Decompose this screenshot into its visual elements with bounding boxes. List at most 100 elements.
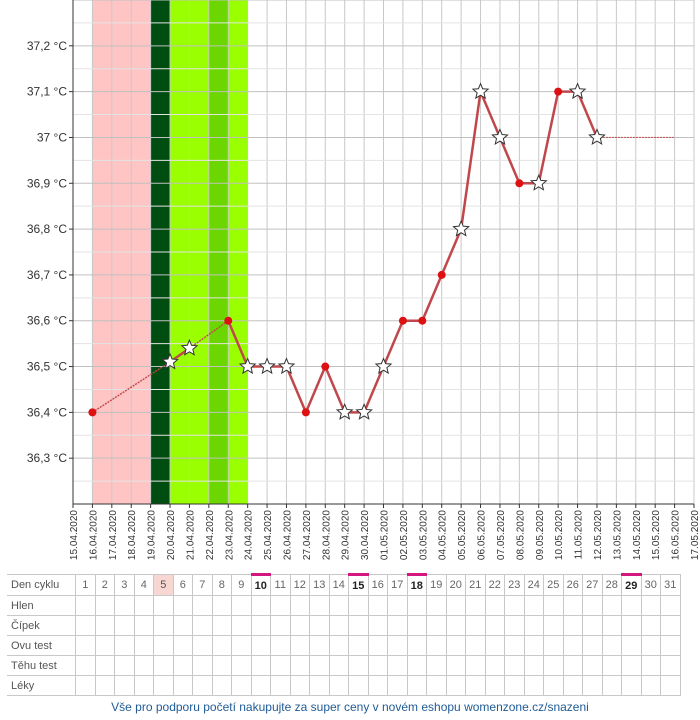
cycle-data-cell[interactable] — [153, 675, 174, 696]
cycle-day-cell[interactable]: 3 — [114, 574, 135, 596]
cycle-day-cell[interactable]: 16 — [367, 574, 388, 596]
cycle-day-cell[interactable]: 9 — [231, 574, 252, 596]
cycle-data-cell[interactable] — [582, 675, 603, 696]
cycle-data-cell[interactable] — [94, 635, 115, 656]
cycle-data-cell[interactable] — [211, 595, 232, 616]
cycle-data-cell[interactable] — [231, 595, 252, 616]
cycle-data-cell[interactable] — [601, 655, 622, 676]
cycle-data-cell[interactable] — [94, 675, 115, 696]
cycle-day-cell[interactable]: 12 — [289, 574, 310, 596]
cycle-data-cell[interactable] — [406, 595, 427, 616]
cycle-day-cell[interactable]: 21 — [465, 574, 486, 596]
cycle-data-cell[interactable] — [250, 615, 271, 636]
cycle-data-cell[interactable] — [231, 675, 252, 696]
cycle-data-cell[interactable] — [621, 635, 642, 656]
cycle-data-cell[interactable] — [114, 675, 135, 696]
cycle-data-cell[interactable] — [328, 615, 349, 636]
cycle-data-cell[interactable] — [192, 595, 213, 616]
footer-promo-text[interactable]: Vše pro podporu početí nakupujte za supe… — [111, 700, 589, 714]
cycle-day-cell[interactable]: 14 — [328, 574, 349, 596]
cycle-data-cell[interactable] — [328, 655, 349, 676]
cycle-data-cell[interactable] — [328, 595, 349, 616]
cycle-day-cell[interactable]: 15 — [348, 573, 369, 596]
cycle-data-cell[interactable] — [504, 615, 525, 636]
cycle-data-cell[interactable] — [660, 655, 681, 676]
cycle-data-cell[interactable] — [309, 595, 330, 616]
cycle-data-cell[interactable] — [621, 655, 642, 676]
cycle-data-cell[interactable] — [640, 615, 661, 636]
cycle-data-cell[interactable] — [660, 595, 681, 616]
cycle-day-cell[interactable]: 6 — [172, 574, 193, 596]
cycle-data-cell[interactable] — [484, 595, 505, 616]
cycle-data-cell[interactable] — [328, 635, 349, 656]
cycle-data-cell[interactable] — [543, 635, 564, 656]
cycle-data-cell[interactable] — [465, 675, 486, 696]
cycle-day-cell[interactable]: 26 — [562, 574, 583, 596]
cycle-data-cell[interactable] — [406, 675, 427, 696]
cycle-data-cell[interactable] — [426, 595, 447, 616]
cycle-data-cell[interactable] — [231, 635, 252, 656]
cycle-data-cell[interactable] — [484, 615, 505, 636]
cycle-data-cell[interactable] — [484, 675, 505, 696]
cycle-data-cell[interactable] — [601, 675, 622, 696]
cycle-data-cell[interactable] — [523, 615, 544, 636]
cycle-data-cell[interactable] — [504, 675, 525, 696]
cycle-data-cell[interactable] — [348, 655, 369, 676]
cycle-data-cell[interactable] — [426, 635, 447, 656]
cycle-data-cell[interactable] — [348, 635, 369, 656]
cycle-data-cell[interactable] — [582, 635, 603, 656]
cycle-data-cell[interactable] — [114, 635, 135, 656]
cycle-data-cell[interactable] — [309, 675, 330, 696]
cycle-data-cell[interactable] — [445, 615, 466, 636]
cycle-data-cell[interactable] — [289, 635, 310, 656]
cycle-data-cell[interactable] — [504, 655, 525, 676]
cycle-data-cell[interactable] — [211, 655, 232, 676]
cycle-data-cell[interactable] — [387, 675, 408, 696]
cycle-day-cell[interactable]: 5 — [153, 574, 174, 596]
cycle-data-cell[interactable] — [562, 615, 583, 636]
cycle-data-cell[interactable] — [133, 635, 154, 656]
cycle-data-cell[interactable] — [94, 595, 115, 616]
cycle-data-cell[interactable] — [445, 655, 466, 676]
cycle-data-cell[interactable] — [94, 615, 115, 636]
cycle-data-cell[interactable] — [289, 615, 310, 636]
cycle-data-cell[interactable] — [348, 675, 369, 696]
cycle-data-cell[interactable] — [582, 615, 603, 636]
cycle-data-cell[interactable] — [445, 595, 466, 616]
cycle-data-cell[interactable] — [192, 635, 213, 656]
cycle-data-cell[interactable] — [523, 655, 544, 676]
cycle-day-cell[interactable]: 4 — [133, 574, 154, 596]
cycle-data-cell[interactable] — [270, 655, 291, 676]
cycle-day-cell[interactable]: 19 — [426, 574, 447, 596]
cycle-data-cell[interactable] — [660, 675, 681, 696]
cycle-data-cell[interactable] — [562, 595, 583, 616]
cycle-data-cell[interactable] — [640, 635, 661, 656]
cycle-data-cell[interactable] — [153, 655, 174, 676]
cycle-data-cell[interactable] — [172, 655, 193, 676]
cycle-day-cell[interactable]: 17 — [387, 574, 408, 596]
cycle-data-cell[interactable] — [289, 675, 310, 696]
cycle-data-cell[interactable] — [192, 655, 213, 676]
cycle-data-cell[interactable] — [309, 635, 330, 656]
cycle-data-cell[interactable] — [250, 675, 271, 696]
cycle-data-cell[interactable] — [348, 595, 369, 616]
cycle-data-cell[interactable] — [426, 675, 447, 696]
cycle-data-cell[interactable] — [75, 615, 96, 636]
cycle-day-cell[interactable]: 25 — [543, 574, 564, 596]
cycle-data-cell[interactable] — [640, 655, 661, 676]
cycle-data-cell[interactable] — [172, 595, 193, 616]
cycle-data-cell[interactable] — [114, 595, 135, 616]
cycle-data-cell[interactable] — [601, 635, 622, 656]
cycle-data-cell[interactable] — [484, 655, 505, 676]
cycle-data-cell[interactable] — [562, 655, 583, 676]
cycle-data-cell[interactable] — [367, 655, 388, 676]
cycle-data-cell[interactable] — [270, 595, 291, 616]
cycle-day-cell[interactable]: 8 — [211, 574, 232, 596]
cycle-data-cell[interactable] — [465, 635, 486, 656]
cycle-data-cell[interactable] — [231, 655, 252, 676]
cycle-data-cell[interactable] — [289, 595, 310, 616]
cycle-data-cell[interactable] — [367, 635, 388, 656]
cycle-data-cell[interactable] — [367, 615, 388, 636]
cycle-data-cell[interactable] — [543, 595, 564, 616]
cycle-data-cell[interactable] — [387, 595, 408, 616]
